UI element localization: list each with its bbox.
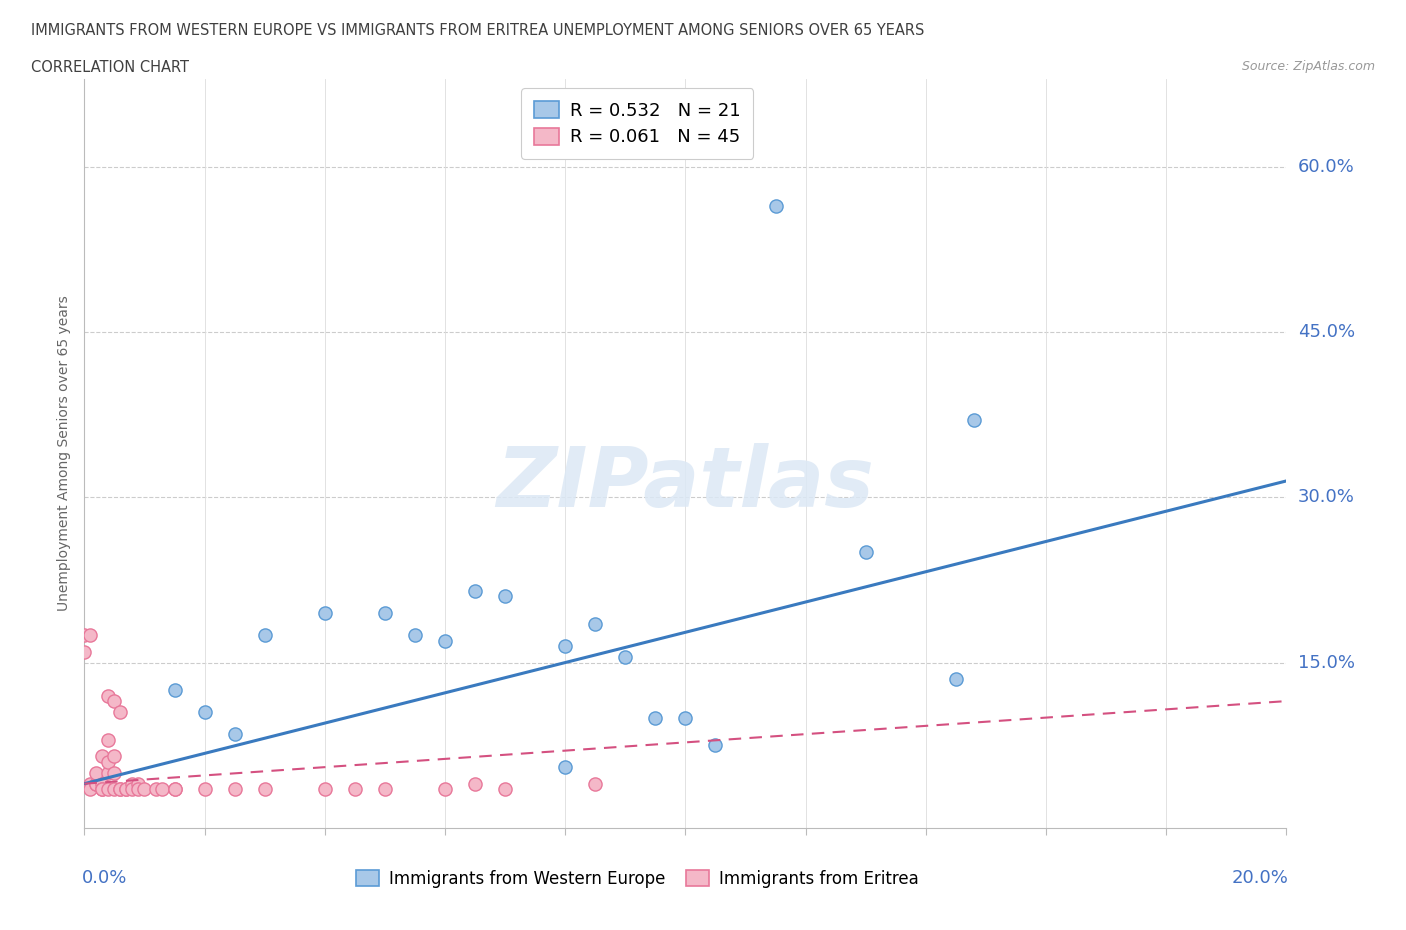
Point [855,545,877,560]
Point [152,782,174,797]
Point [97,765,120,780]
Point [97,732,120,747]
Text: 30.0%: 30.0% [1298,488,1354,507]
Point [464,583,486,598]
Point [675,711,697,725]
Point [103,749,125,764]
Text: 0.0%: 0.0% [82,869,128,887]
Point [945,671,967,686]
Point [163,782,186,797]
Y-axis label: Unemployment Among Seniors over 65 years: Unemployment Among Seniors over 65 years [58,296,72,611]
Legend: Immigrants from Western Europe, Immigrants from Eritrea: Immigrants from Western Europe, Immigran… [349,863,925,895]
Text: 15.0%: 15.0% [1298,654,1354,671]
Point [91,777,114,791]
Text: 60.0%: 60.0% [1298,158,1354,176]
Point [79,628,101,643]
Point [73,644,96,659]
Point [145,782,167,797]
Point [583,777,606,791]
Point [194,782,217,797]
Point [110,782,132,797]
Point [194,705,217,720]
Point [86,765,108,780]
Point [224,782,246,797]
Point [103,782,125,797]
Point [115,782,138,797]
Point [704,737,727,752]
Point [554,639,576,654]
Point [314,605,336,620]
Point [110,782,132,797]
Point [253,782,276,797]
Point [765,198,787,213]
Point [127,777,149,791]
Text: IMMIGRANTS FROM WESTERN EUROPE VS IMMIGRANTS FROM ERITREA UNEMPLOYMENT AMONG SEN: IMMIGRANTS FROM WESTERN EUROPE VS IMMIGR… [31,23,924,38]
Point [494,589,516,604]
Text: 45.0%: 45.0% [1298,324,1355,341]
Text: ZIPatlas: ZIPatlas [496,443,875,524]
Point [86,777,108,791]
Point [97,782,120,797]
Point [494,782,516,797]
Point [79,777,101,791]
Point [91,782,114,797]
Point [115,782,138,797]
Point [79,782,101,797]
Point [434,782,457,797]
Point [464,777,486,791]
Point [91,749,114,764]
Point [103,694,125,709]
Text: 20.0%: 20.0% [1232,869,1289,887]
Point [404,628,426,643]
Point [127,782,149,797]
Point [374,605,396,620]
Point [614,650,637,665]
Point [314,782,336,797]
Point [224,726,246,741]
Text: Source: ZipAtlas.com: Source: ZipAtlas.com [1241,60,1375,73]
Point [374,782,396,797]
Point [103,765,125,780]
Point [91,782,114,797]
Point [163,782,186,797]
Text: CORRELATION CHART: CORRELATION CHART [31,60,188,75]
Point [583,617,606,631]
Point [110,705,132,720]
Point [121,782,143,797]
Point [86,777,108,791]
Point [73,628,96,643]
Point [554,760,576,775]
Point [97,754,120,769]
Point [343,782,366,797]
Point [644,711,666,725]
Point [434,633,457,648]
Point [121,777,143,791]
Point [163,683,186,698]
Point [253,628,276,643]
Point [134,782,156,797]
Point [97,688,120,703]
Point [963,413,986,428]
